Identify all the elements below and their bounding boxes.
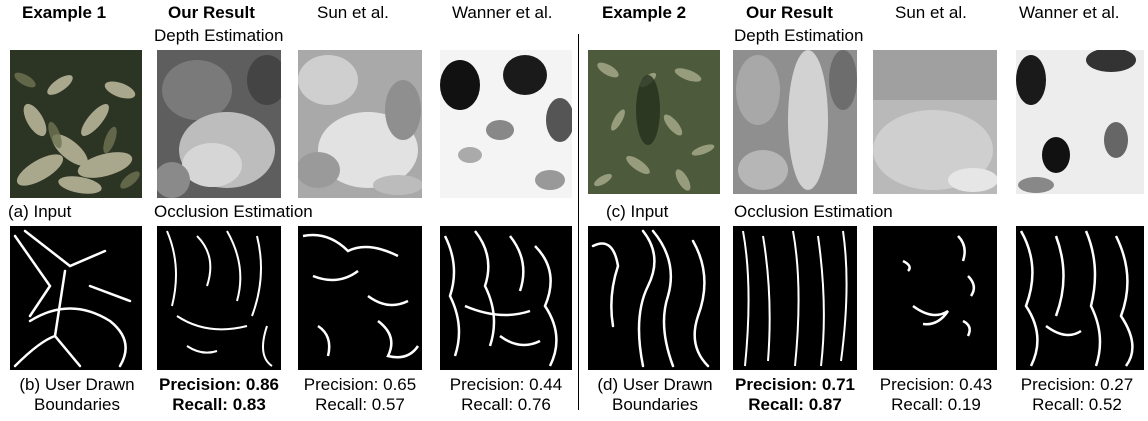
example-1-title: Example 1 (22, 3, 107, 22)
example-2-our-occlusion-map (733, 226, 857, 370)
example-2-depth-label: Depth Estimation (734, 26, 864, 45)
example-2-wanner-depth-map (1016, 50, 1144, 194)
example-1-wanner-occlusion-map (440, 226, 572, 370)
example-2-sun-depth-map (873, 50, 997, 194)
example-2-user-boundaries (588, 226, 720, 370)
example-1-input-photo (10, 50, 142, 198)
example-2-wanner-metrics: Precision: 0.27 Recall: 0.52 (1008, 375, 1146, 415)
example-1-input-label: (a) Input (8, 202, 72, 221)
example-1-header-sun: Sun et al. (317, 3, 389, 22)
example-1-our-metrics: Precision: 0.86 Recall: 0.83 (146, 375, 292, 415)
example-2-our-recall: Recall: 0.87 (748, 395, 842, 414)
example-2-wanner-occlusion-map (1016, 226, 1144, 370)
example-1-our-precision: Precision: 0.86 (158, 375, 279, 394)
example-2-title: Example 2 (602, 3, 687, 22)
example-2-user-label-line-1: (d) User Drawn (597, 375, 713, 394)
example-2-sun-recall: Recall: 0.19 (891, 395, 981, 414)
example-1-header-wanner: Wanner et al. (452, 3, 553, 22)
example-1-wanner-depth-map (440, 50, 572, 198)
example-2-wanner-recall: Recall: 0.52 (1032, 395, 1122, 414)
example-1-user-drawn-label: (b) User Drawn Boundaries (4, 375, 150, 415)
example-1-depth-label: Depth Estimation (154, 26, 284, 45)
example-2-sun-occlusion-map (873, 226, 997, 370)
example-2-wanner-precision: Precision: 0.27 (1020, 375, 1134, 394)
example-1-wanner-metrics: Precision: 0.44 Recall: 0.76 (436, 375, 576, 415)
example-2-user-drawn-label: (d) User Drawn Boundaries (582, 375, 728, 415)
example-2-sun-precision: Precision: 0.43 (879, 375, 993, 394)
example-2-header-sun: Sun et al. (895, 3, 967, 22)
example-1-wanner-recall: Recall: 0.76 (461, 395, 551, 414)
example-1-sun-occlusion-map (298, 226, 422, 370)
example-2-our-precision: Precision: 0.71 (734, 375, 855, 394)
example-1-user-boundaries (10, 226, 142, 370)
example-1-our-depth-map (157, 50, 281, 198)
example-2-occlusion-label: Occlusion Estimation (734, 202, 893, 221)
example-2-input-label: (c) Input (606, 202, 669, 221)
example-2-sun-metrics: Precision: 0.43 Recall: 0.19 (866, 375, 1006, 415)
example-2-user-label-line-2: Boundaries (611, 395, 698, 414)
example-1-occlusion-label: Occlusion Estimation (154, 202, 313, 221)
example-2-our-metrics: Precision: 0.71 Recall: 0.87 (722, 375, 868, 415)
example-1-sun-depth-map (298, 50, 422, 198)
example-1-user-label-line-2: Boundaries (33, 395, 120, 414)
example-1-wanner-precision: Precision: 0.44 (449, 375, 563, 394)
example-1-our-occlusion-map (157, 226, 281, 370)
example-2-header-wanner: Wanner et al. (1019, 3, 1120, 22)
example-1-our-recall: Recall: 0.83 (172, 395, 266, 414)
example-2-input-photo (588, 50, 720, 194)
example-1-user-label-line-1: (b) User Drawn (19, 375, 135, 394)
example-1-header-our-result: Our Result (168, 3, 255, 22)
example-1-sun-metrics: Precision: 0.65 Recall: 0.57 (292, 375, 428, 415)
example-2-our-depth-map (733, 50, 857, 194)
example-divider (578, 34, 579, 410)
example-1-sun-precision: Precision: 0.65 (303, 375, 417, 394)
example-1-sun-recall: Recall: 0.57 (315, 395, 405, 414)
example-2-header-our-result: Our Result (746, 3, 833, 22)
